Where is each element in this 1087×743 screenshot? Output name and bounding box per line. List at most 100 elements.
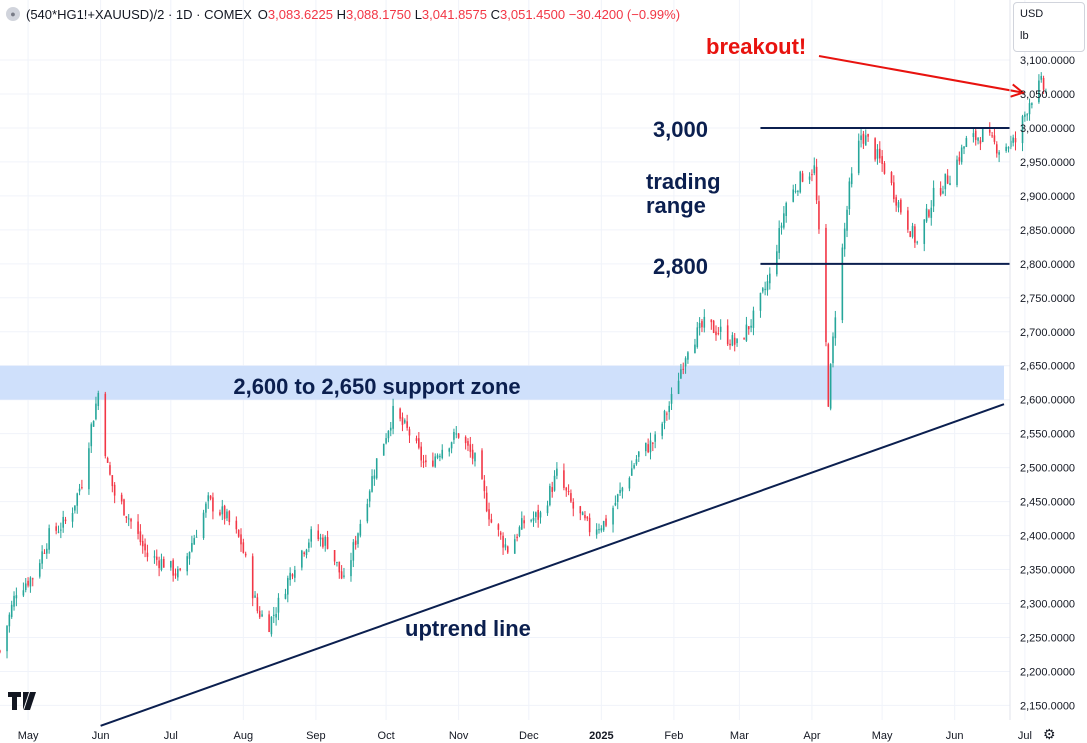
candle-body	[813, 165, 816, 174]
candle-body	[242, 542, 245, 553]
candle	[907, 206, 909, 233]
candle-body	[916, 241, 919, 243]
candle	[338, 561, 341, 579]
breakout-arrow	[818, 55, 1025, 98]
candle-body	[794, 190, 797, 192]
candle	[294, 565, 296, 583]
candle	[188, 551, 191, 565]
candle	[764, 281, 766, 296]
candle-body	[48, 528, 50, 550]
x-tick-label: Feb	[664, 730, 683, 742]
candle-body	[92, 420, 95, 427]
candle	[783, 206, 785, 230]
candle-body	[29, 577, 32, 587]
candle-body	[759, 292, 762, 311]
candle	[649, 432, 652, 460]
candle-body	[652, 442, 654, 444]
candle-body	[488, 509, 490, 520]
candle	[1005, 143, 1007, 153]
candle	[303, 551, 305, 557]
candle-body	[958, 157, 961, 162]
candle	[474, 452, 476, 467]
candle	[336, 561, 338, 567]
candle	[797, 189, 799, 196]
candle	[843, 222, 846, 257]
symbol-title[interactable]: (540*HG1!+XAUUSD)/2 · 1D · COMEX	[26, 6, 252, 22]
candle-body	[228, 511, 231, 523]
candle	[74, 505, 76, 514]
candle	[441, 444, 444, 460]
candle-body	[637, 451, 640, 457]
candle-body	[619, 489, 621, 494]
candle-body	[572, 502, 575, 509]
candle-body	[586, 516, 589, 519]
candle	[633, 463, 635, 470]
candle	[499, 530, 502, 540]
candle	[710, 319, 713, 330]
candle-body	[539, 512, 542, 518]
candle-body	[588, 517, 591, 533]
candle-body	[15, 595, 18, 599]
level-3000-label: 3,000	[653, 117, 708, 142]
candle	[432, 452, 434, 468]
y-tick-label: 2,550.0000	[1020, 429, 1075, 441]
candle	[628, 476, 631, 492]
candle	[272, 606, 275, 624]
candle	[504, 538, 507, 551]
y-tick-label: 2,850.0000	[1020, 225, 1075, 237]
candle	[595, 523, 598, 539]
candle	[944, 173, 947, 197]
candle-body	[324, 536, 327, 546]
candle-body	[965, 138, 968, 147]
candle-body	[90, 424, 93, 447]
candle-body	[382, 443, 385, 456]
candle	[1024, 111, 1026, 122]
time-axis[interactable]: May Jun Jul Aug Sep Oct Nov Dec 2025 Feb Mar Apr May…	[18, 730, 1032, 742]
y-tick-label: 2,300.0000	[1020, 599, 1075, 611]
candle-body	[387, 430, 390, 439]
candle-body	[301, 550, 303, 568]
candle	[911, 222, 914, 239]
candle-body	[680, 369, 682, 379]
candle-body	[850, 173, 853, 185]
symbol-logo-icon[interactable]: ●	[6, 7, 20, 21]
candle	[256, 593, 259, 614]
candle-body	[399, 408, 401, 419]
candle-body	[340, 571, 343, 579]
candle-body	[977, 137, 979, 141]
candle-body	[729, 343, 731, 346]
y-tick-label: 2,650.0000	[1020, 361, 1075, 373]
candle-body	[294, 569, 296, 578]
currency-unit-selector[interactable]: USD lb	[1013, 2, 1085, 52]
candle-body	[219, 512, 221, 515]
candle	[588, 513, 591, 537]
candle	[399, 407, 401, 422]
tradingview-logo-icon[interactable]	[8, 690, 40, 716]
candle-body	[336, 561, 338, 563]
price-axis[interactable]: 2,150.0000 2,200.0000 2,250.0000 2,300.0000…	[1020, 55, 1075, 712]
candle-body	[946, 175, 949, 184]
candle	[284, 588, 287, 600]
candle	[570, 489, 572, 503]
candle-body	[415, 438, 418, 441]
candle	[614, 495, 617, 507]
candle	[92, 420, 95, 427]
candle	[832, 332, 834, 368]
candle-body	[745, 324, 748, 341]
candle	[97, 390, 100, 411]
candle-body	[769, 273, 771, 284]
candle-body	[153, 556, 156, 558]
candle	[191, 535, 193, 553]
candle	[551, 481, 554, 498]
candle	[701, 319, 703, 333]
x-tick-label: Sep	[306, 730, 326, 742]
candle-body	[277, 597, 280, 613]
candle	[1028, 98, 1031, 121]
candle-body	[761, 288, 764, 292]
settings-gear-icon[interactable]: ⚙	[1043, 726, 1056, 742]
candle	[237, 529, 240, 538]
candle	[244, 551, 247, 558]
candle-body	[752, 310, 755, 328]
candle-body	[710, 319, 713, 323]
